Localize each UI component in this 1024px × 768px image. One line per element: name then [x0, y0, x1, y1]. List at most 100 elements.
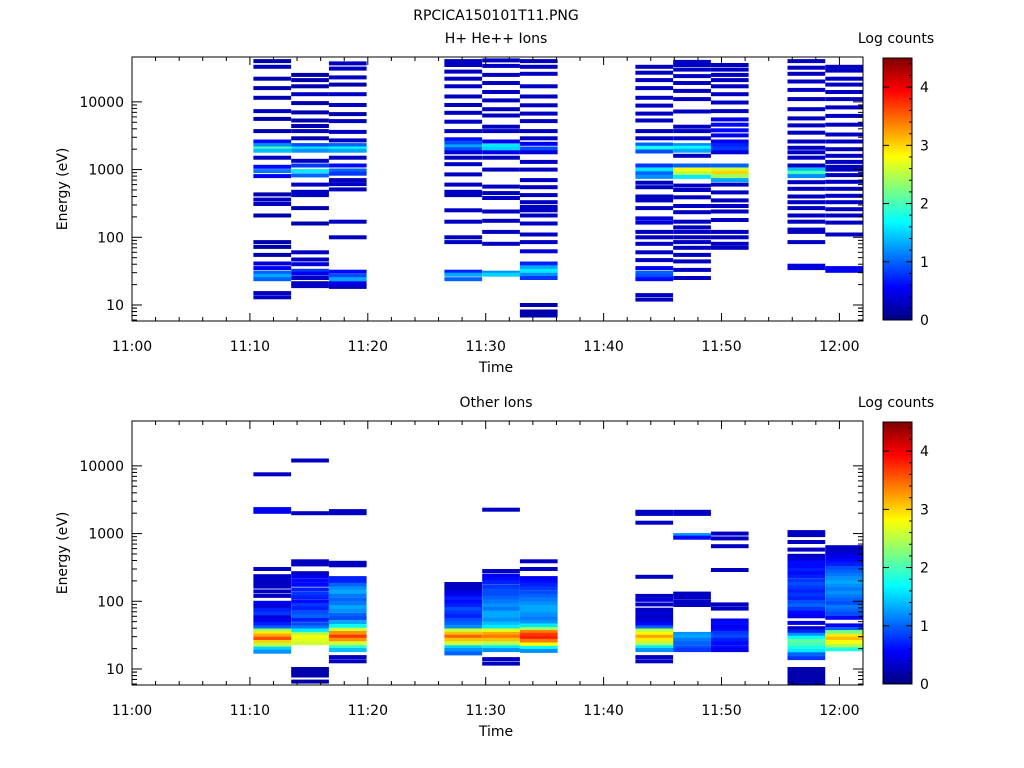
colorbar-tick-label: 0: [920, 313, 929, 329]
heatmap-cell: [787, 564, 826, 569]
heatmap-cell: [519, 94, 558, 99]
heatmap-cell: [787, 229, 826, 234]
heatmap-cell: [482, 129, 520, 134]
heatmap-cell: [519, 167, 558, 172]
heatmap-cell: [291, 595, 329, 600]
heatmap-cell: [253, 295, 292, 300]
y-tick-label: 10: [106, 298, 124, 314]
heatmap-cell: [635, 185, 674, 190]
heatmap-cell: [710, 624, 749, 629]
heatmap-cell: [328, 645, 367, 650]
heatmap-cell: [291, 606, 329, 611]
heatmap-cell: [482, 218, 520, 223]
y-tick-label: 10000: [79, 459, 124, 475]
heatmap-cell: [710, 648, 749, 653]
heatmap-cell: [328, 612, 367, 617]
heatmap-cell: [291, 136, 329, 141]
heatmap-cell: [673, 136, 711, 141]
heatmap-cell: [482, 621, 520, 626]
heatmap-cell: [482, 576, 520, 581]
heatmap-cell: [787, 677, 826, 682]
heatmap-cell: [635, 648, 674, 653]
heatmap-cell: [482, 610, 520, 615]
heatmap-cell: [444, 634, 483, 639]
heatmap-cell: [482, 617, 520, 622]
heatmap-cell: [519, 64, 558, 69]
heatmap-cell: [673, 163, 711, 168]
heatmap-cell: [253, 155, 292, 160]
y-axis-label: Energy (eV): [55, 148, 71, 231]
heatmap-cell: [519, 605, 558, 610]
heatmap-cell: [673, 535, 711, 540]
heatmap-cell: [291, 603, 329, 607]
heatmap-cell: [291, 268, 329, 273]
heatmap-cell: [710, 133, 749, 138]
heatmap-cell: [444, 63, 483, 67]
heatmap-cell: [291, 614, 329, 619]
heatmap-cell: [787, 71, 826, 76]
heatmap-cell: [673, 148, 711, 153]
heatmap-cell: [253, 197, 292, 202]
heatmap-cell: [710, 100, 749, 105]
colorbar-tick-label: 2: [920, 197, 929, 213]
heatmap-cell: [825, 105, 863, 110]
heatmap-cell: [444, 621, 483, 626]
heatmap-cell: [519, 221, 558, 226]
heatmap-cell: [787, 652, 826, 657]
heatmap-cell: [444, 617, 483, 622]
x-axis-label: Time: [478, 360, 513, 376]
heatmap-cell: [328, 655, 367, 660]
heatmap-cell: [482, 628, 520, 633]
heatmap-cell: [825, 627, 863, 631]
heatmap-cell: [253, 64, 292, 69]
heatmap-cell: [673, 124, 711, 129]
heatmap-cell: [635, 597, 674, 602]
heatmap-cell: [787, 167, 826, 172]
heatmap-cell: [328, 631, 367, 635]
heatmap-cell: [482, 113, 520, 118]
heatmap-cell: [673, 509, 711, 514]
heatmap-cell: [635, 220, 674, 225]
heatmap-cell: [328, 148, 367, 153]
colorbar-tick-label: 1: [920, 255, 929, 271]
heatmap-cell: [253, 192, 292, 197]
heatmap-cell: [444, 624, 483, 629]
plot-frame: [131, 420, 864, 686]
heatmap-cell: [291, 582, 329, 587]
heatmap-cell: [519, 261, 558, 266]
heatmap-cell: [519, 313, 558, 318]
heatmap-cell: [710, 182, 749, 187]
heatmap-cell: [710, 241, 749, 246]
heatmap-cell: [635, 659, 674, 664]
heatmap-cell: [635, 194, 674, 199]
heatmap-cell: [291, 574, 329, 579]
heatmap-cell: [787, 585, 826, 590]
heatmap-cell: [635, 64, 674, 69]
heatmap-cell: [444, 235, 483, 240]
heatmap-cell: [787, 656, 826, 661]
heatmap-cell: [673, 245, 711, 250]
heatmap-cell: [710, 631, 749, 635]
heatmap-cell: [825, 153, 863, 158]
heatmap-cell: [635, 241, 674, 246]
heatmap-cell: [482, 191, 520, 196]
heatmap-cell: [519, 141, 558, 146]
heatmap-cell: [253, 291, 292, 296]
heatmap-cell: [291, 271, 329, 276]
heatmap-cell: [787, 673, 826, 678]
heatmap-cell: [787, 123, 826, 128]
heatmap-cell: [673, 229, 711, 234]
heatmap-cell: [291, 110, 329, 115]
heatmap-cell: [291, 625, 329, 630]
y-tick-label: 100: [97, 594, 124, 610]
colorbar-gradient: [882, 421, 913, 685]
heatmap-cell: [635, 118, 674, 123]
heatmap-cell: [825, 139, 863, 144]
heatmap-cell: [710, 204, 749, 208]
heatmap-cell: [444, 208, 483, 213]
heatmap-cell: [328, 171, 367, 176]
heatmap-cell: [787, 79, 826, 84]
heatmap-cell: [291, 206, 329, 211]
heatmap-cell: [825, 583, 863, 588]
heatmap-cell: [635, 593, 674, 598]
